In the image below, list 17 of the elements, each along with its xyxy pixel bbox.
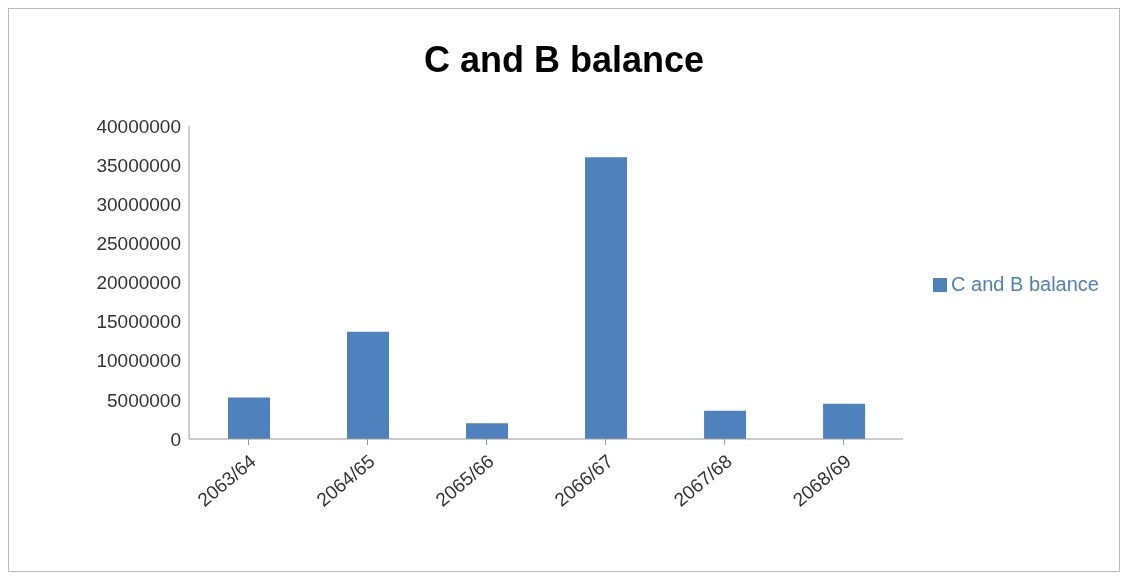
- y-tick-label: 0: [170, 428, 181, 450]
- chart-title: C and B balance: [422, 39, 706, 81]
- bar: [466, 423, 509, 439]
- bar: [823, 403, 866, 439]
- y-tick-label: 40000000: [96, 115, 181, 137]
- y-tick-label: 5000000: [107, 389, 181, 411]
- bar: [347, 331, 390, 439]
- y-tick-label: 10000000: [96, 350, 181, 372]
- bar: [228, 397, 270, 439]
- bar: [704, 410, 747, 439]
- y-tick-label: 20000000: [96, 272, 181, 294]
- bar: [585, 157, 628, 439]
- y-tick-label: 25000000: [96, 233, 181, 255]
- y-tick-label: 30000000: [96, 193, 181, 215]
- y-tick-label: 15000000: [96, 311, 181, 333]
- legend-label: C and B balance: [951, 272, 1099, 295]
- y-tick-label: 35000000: [96, 154, 181, 176]
